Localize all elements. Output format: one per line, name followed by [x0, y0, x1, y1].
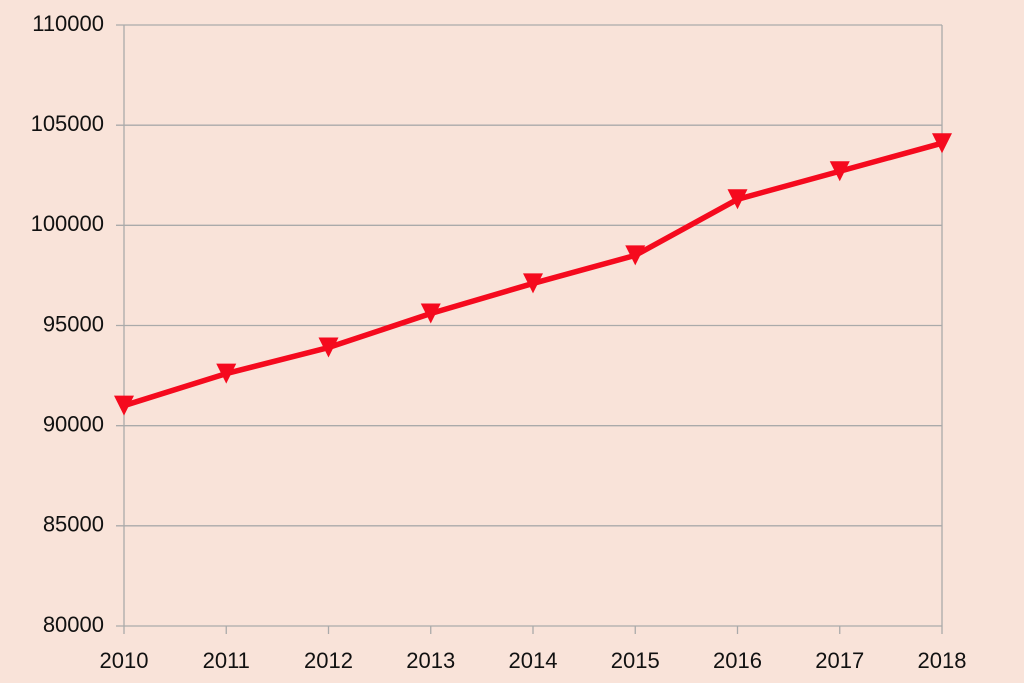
x-tick-label: 2018 [918, 648, 967, 673]
x-tick-label: 2012 [304, 648, 353, 673]
x-tick-label: 2013 [406, 648, 455, 673]
marker [114, 395, 134, 416]
x-tick-label: 2010 [100, 648, 149, 673]
marker [216, 363, 237, 384]
marker [727, 189, 748, 210]
x-tick-label: 2014 [509, 648, 558, 673]
y-tick-label: 90000 [43, 411, 104, 436]
y-tick-label: 100000 [31, 211, 104, 236]
y-tick-label: 105000 [31, 111, 104, 136]
x-tick-label: 2015 [611, 648, 660, 673]
marker [318, 337, 339, 358]
x-tick-label: 2016 [713, 648, 762, 673]
x-tick-label: 2017 [815, 648, 864, 673]
marker [625, 245, 646, 266]
x-tick-label: 2011 [203, 648, 250, 673]
y-tick-label: 80000 [43, 612, 104, 637]
y-tick-label: 95000 [43, 311, 104, 336]
y-tick-label: 110000 [32, 11, 104, 36]
marker [420, 303, 441, 324]
marker [829, 161, 850, 182]
marker [932, 133, 952, 154]
marker [523, 273, 543, 294]
y-tick-label: 85000 [43, 512, 104, 537]
